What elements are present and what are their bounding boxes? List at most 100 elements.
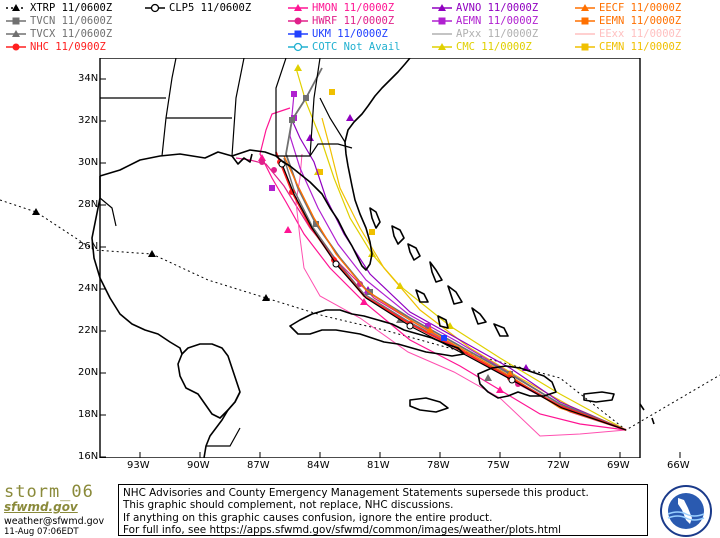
legend-item: AEMN 11/0000Z bbox=[432, 15, 538, 27]
clp5-marker bbox=[508, 376, 516, 384]
state-border-ms bbox=[231, 58, 245, 157]
latitude-label: 24N bbox=[78, 283, 99, 294]
latitude-label: 16N bbox=[78, 451, 99, 462]
avno-marker bbox=[346, 114, 354, 121]
hispaniola bbox=[477, 365, 557, 399]
hmon-alt-track bbox=[295, 153, 627, 437]
yucatan bbox=[181, 343, 241, 458]
bahamas-6 bbox=[471, 307, 487, 325]
timestamp: 11-Aug 07:06EDT bbox=[4, 527, 79, 537]
legend-item: CMC 11/0000Z bbox=[432, 41, 532, 53]
sfwmd-seal-logo bbox=[660, 485, 712, 537]
bahamas-2 bbox=[391, 225, 405, 245]
brand-site[interactable]: sfwmd.gov bbox=[4, 500, 78, 514]
legend-item: NHC 11/0900Z bbox=[6, 41, 106, 53]
legend-item: XTRP 11/0600Z bbox=[6, 2, 112, 14]
us-gulf-coast bbox=[99, 58, 411, 271]
clp5-marker bbox=[406, 322, 414, 330]
latitude-label: 32N bbox=[78, 115, 99, 126]
latitude-label: 26N bbox=[78, 241, 99, 252]
hmon-marker bbox=[360, 298, 368, 305]
legend-marker-icon bbox=[432, 28, 452, 40]
legend-marker-icon bbox=[288, 2, 308, 14]
xtrp-marker bbox=[32, 208, 40, 215]
frame bbox=[99, 58, 641, 458]
legend-item: CLP5 11/0600Z bbox=[145, 2, 251, 14]
longitude-label: 78W bbox=[427, 460, 450, 471]
cemn-marker bbox=[369, 229, 375, 235]
xtrp-marker bbox=[262, 294, 270, 301]
longitude-label: 84W bbox=[307, 460, 330, 471]
tvcx-marker bbox=[484, 374, 492, 381]
state-border-sc bbox=[319, 97, 346, 143]
bahamas-9 bbox=[437, 315, 449, 329]
clp5-track bbox=[281, 163, 627, 431]
legend-marker-icon bbox=[288, 28, 308, 40]
latitude-label: 18N bbox=[78, 409, 99, 420]
legend-label: HWRF 11/0000Z bbox=[312, 15, 395, 27]
legend-label: TVCX 11/0600Z bbox=[30, 28, 113, 40]
avno-marker bbox=[306, 134, 314, 141]
state-border-ga-fl bbox=[276, 143, 353, 157]
borders bbox=[99, 58, 353, 447]
cmc-marker bbox=[396, 282, 404, 289]
legend-marker-icon bbox=[575, 28, 595, 40]
xtrp-marker bbox=[148, 250, 156, 257]
mexico-border bbox=[99, 197, 117, 227]
latitude-label: 22N bbox=[78, 325, 99, 336]
state-border-la bbox=[161, 58, 177, 157]
cuba bbox=[289, 309, 465, 357]
tvcn-marker bbox=[289, 117, 295, 123]
jamaica bbox=[409, 397, 449, 413]
axis-ticks bbox=[100, 78, 681, 458]
nhc-track bbox=[275, 151, 627, 431]
hmon-marker bbox=[284, 226, 292, 233]
longitude-label: 93W bbox=[127, 460, 150, 471]
avno-track bbox=[291, 119, 627, 431]
longitude-label: 75W bbox=[487, 460, 510, 471]
legend-marker-icon bbox=[432, 41, 452, 53]
mississippi-delta bbox=[231, 153, 253, 165]
legend-label: HMON 11/0000Z bbox=[312, 2, 395, 14]
cemn-marker bbox=[329, 89, 335, 95]
disclaimer-line-1: NHC Advisories and County Emergency Mana… bbox=[123, 487, 589, 499]
legend-item: HMON 11/0000Z bbox=[288, 2, 394, 14]
legend-label: EExx 11/0000Z bbox=[599, 28, 682, 40]
aemn-marker bbox=[269, 185, 275, 191]
disclaimer-box: NHC Advisories and County Emergency Mana… bbox=[118, 484, 648, 536]
legend-marker-icon bbox=[145, 2, 165, 14]
legend-label: CMC 11/0000Z bbox=[456, 41, 532, 53]
legend-marker-icon bbox=[288, 41, 308, 53]
legend-label: CLP5 11/0600Z bbox=[169, 2, 252, 14]
latitude-label: 20N bbox=[78, 367, 99, 378]
contact-email[interactable]: weather@sfwmd.gov bbox=[4, 516, 105, 527]
legend-marker-icon bbox=[575, 15, 595, 27]
legend-marker-icon bbox=[575, 2, 595, 14]
legend-label: EECF 11/0000Z bbox=[599, 2, 682, 14]
footer: storm_06 sfwmd.gov weather@sfwmd.gov 11-… bbox=[0, 482, 720, 538]
model-legend: XTRP 11/0600Z TVCN 11/0600Z TVCX 11/0600Z N… bbox=[0, 0, 720, 58]
ukm-marker bbox=[441, 335, 447, 341]
legend-item: HWRF 11/0000Z bbox=[288, 15, 394, 27]
legend-item: EECF 11/0000Z bbox=[575, 2, 681, 14]
legend-marker-icon bbox=[288, 15, 308, 27]
legend-item: CEMN 11/0000Z bbox=[575, 41, 681, 53]
tvcn-track bbox=[285, 67, 627, 431]
disclaimer-line-4[interactable]: For full info, see https://apps.sfwmd.go… bbox=[123, 524, 562, 537]
legend-marker-icon bbox=[575, 41, 595, 53]
disclaimer-line-3: If anything on this graphic causes confu… bbox=[123, 511, 493, 524]
legend-label: AVNO 11/0000Z bbox=[456, 2, 539, 14]
legend-marker-icon bbox=[432, 15, 452, 27]
legend-item: APxx 11/0000Z bbox=[432, 28, 538, 40]
legend-marker-icon bbox=[432, 2, 452, 14]
latitude-label: 34N bbox=[78, 73, 99, 84]
hmon-marker bbox=[496, 386, 504, 393]
legend-label: APxx 11/0000Z bbox=[456, 28, 539, 40]
tvcn-marker bbox=[303, 95, 309, 101]
hmon-track bbox=[259, 107, 627, 431]
legend-label: NHC 11/0900Z bbox=[30, 41, 106, 53]
coastlines bbox=[91, 58, 655, 458]
longitude-label: 81W bbox=[367, 460, 390, 471]
longitude-label: 72W bbox=[547, 460, 570, 471]
legend-item: EExx 11/0000Z bbox=[575, 28, 681, 40]
